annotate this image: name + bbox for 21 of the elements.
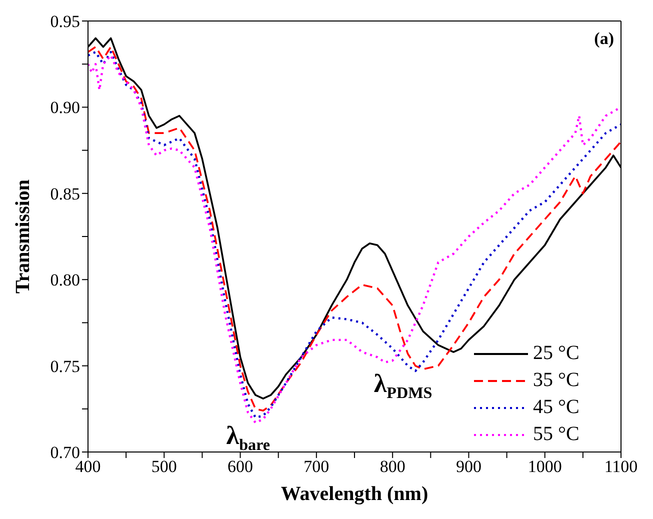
y-tick-label: 0.80 <box>50 270 80 290</box>
y-tick-label: 0.95 <box>50 12 80 32</box>
x-tick-label: 500 <box>151 457 177 476</box>
y-axis-title: Transmission <box>12 179 34 294</box>
annotation: λ$_{PDMS}$ <box>374 369 432 402</box>
x-tick-label: 600 <box>228 457 254 476</box>
legend-label: 35 °C <box>533 369 580 392</box>
legend-label: 25 °C <box>533 342 580 365</box>
y-tick-label: 0.75 <box>50 356 80 376</box>
x-tick-label: 1000 <box>528 457 562 476</box>
y-tick-label: 0.85 <box>50 184 80 204</box>
x-tick-label: 800 <box>380 457 406 476</box>
x-axis-title: Wavelength (nm) <box>280 483 428 505</box>
legend-label: 55 °C <box>533 423 580 446</box>
legend-label: 45 °C <box>533 396 580 419</box>
y-tick-label: 0.90 <box>50 98 80 118</box>
annotation: λ$_{bare}$ <box>226 421 270 454</box>
x-tick-label: 1100 <box>604 457 638 476</box>
x-tick-label: 900 <box>456 457 482 476</box>
x-tick-label: 700 <box>304 457 330 476</box>
annotation: (a) <box>594 29 614 48</box>
